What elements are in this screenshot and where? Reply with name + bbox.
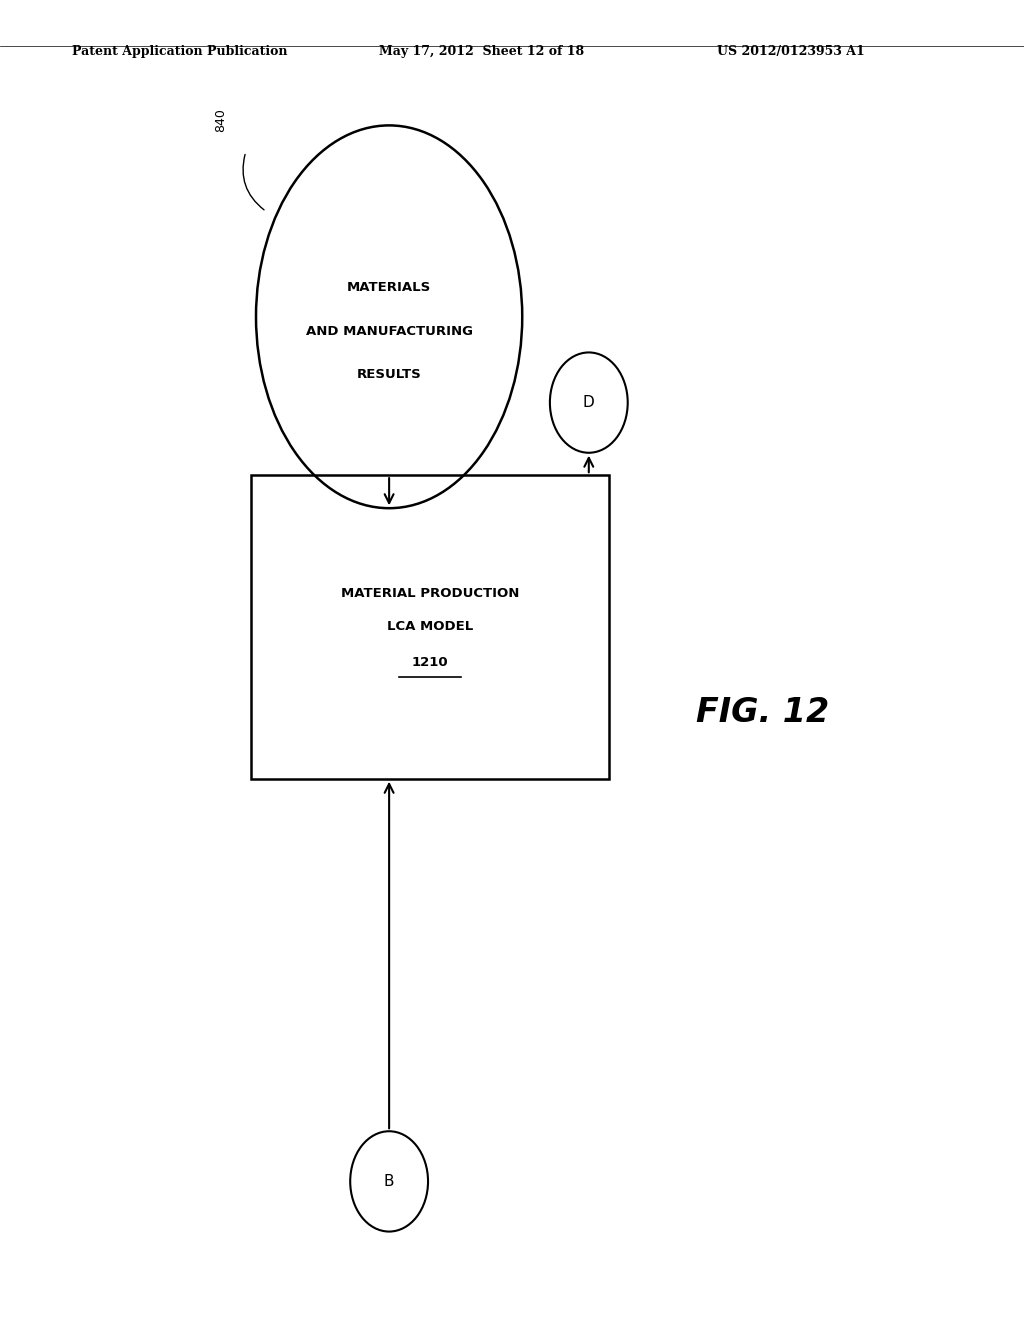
Text: AND MANUFACTURING: AND MANUFACTURING: [305, 325, 473, 338]
Text: May 17, 2012  Sheet 12 of 18: May 17, 2012 Sheet 12 of 18: [379, 45, 584, 58]
Text: US 2012/0123953 A1: US 2012/0123953 A1: [717, 45, 864, 58]
Text: RESULTS: RESULTS: [356, 368, 422, 381]
Text: D: D: [583, 395, 595, 411]
Text: FIG. 12: FIG. 12: [696, 697, 829, 729]
Text: MATERIAL PRODUCTION: MATERIAL PRODUCTION: [341, 587, 519, 601]
Text: MATERIALS: MATERIALS: [347, 281, 431, 294]
Text: Patent Application Publication: Patent Application Publication: [72, 45, 287, 58]
Text: 1210: 1210: [412, 656, 449, 669]
Bar: [251, 475, 609, 779]
Text: B: B: [384, 1173, 394, 1189]
Text: 840: 840: [214, 108, 226, 132]
Text: LCA MODEL: LCA MODEL: [387, 620, 473, 634]
